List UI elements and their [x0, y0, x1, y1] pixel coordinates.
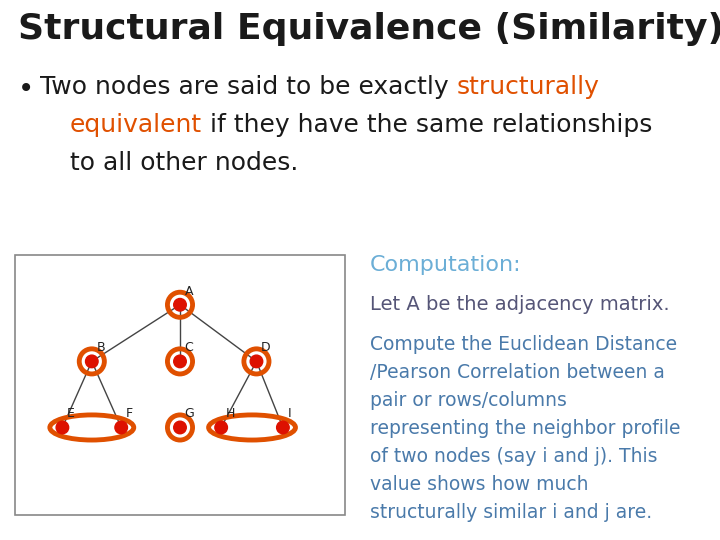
Circle shape	[174, 421, 186, 434]
Text: Structural Equivalence (Similarity): Structural Equivalence (Similarity)	[18, 12, 720, 46]
Circle shape	[174, 355, 186, 368]
Text: •: •	[18, 75, 35, 103]
Text: structurally: structurally	[456, 75, 600, 99]
Text: if they have the same relationships: if they have the same relationships	[202, 113, 652, 137]
Text: Two nodes are said to be exactly: Two nodes are said to be exactly	[40, 75, 456, 99]
Text: Let A be the adjacency matrix.: Let A be the adjacency matrix.	[370, 295, 670, 314]
Circle shape	[56, 421, 68, 434]
Text: Computation:: Computation:	[370, 255, 521, 275]
Circle shape	[86, 355, 98, 368]
Circle shape	[276, 421, 289, 434]
Circle shape	[174, 299, 186, 311]
Circle shape	[250, 355, 263, 368]
Text: equivalent: equivalent	[70, 113, 202, 137]
Text: I: I	[287, 407, 291, 420]
Text: E: E	[67, 407, 75, 420]
Circle shape	[115, 421, 127, 434]
Circle shape	[215, 421, 228, 434]
Text: H: H	[225, 407, 235, 420]
Text: A: A	[184, 285, 193, 298]
Text: Compute the Euclidean Distance
/Pearson Correlation between a
pair or rows/colum: Compute the Euclidean Distance /Pearson …	[370, 335, 680, 522]
Text: D: D	[261, 341, 271, 354]
Bar	[15, 255, 345, 515]
Text: to all other nodes.: to all other nodes.	[70, 151, 298, 174]
Text: B: B	[96, 341, 105, 354]
Text: C: C	[184, 341, 193, 354]
Text: G: G	[184, 407, 194, 420]
Text: F: F	[126, 407, 132, 420]
